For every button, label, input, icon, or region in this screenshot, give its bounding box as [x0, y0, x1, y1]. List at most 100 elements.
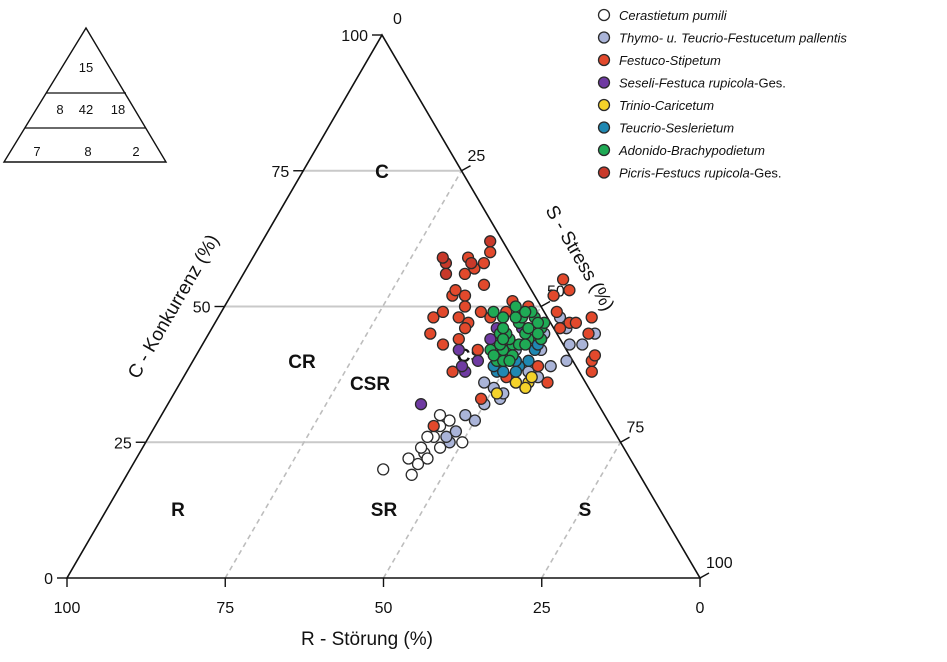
- legend-label: Cerastietum pumili: [619, 8, 728, 23]
- data-point-series-2: [588, 349, 602, 362]
- data-point-series-2: [550, 305, 563, 319]
- data-point-series-7: [439, 267, 453, 281]
- data-point-series-2: [452, 332, 465, 346]
- data-point-series-2: [474, 392, 488, 405]
- legend-label: Thymo- u. Teucrio-Festucetum pallentis: [619, 31, 847, 46]
- data-point-series-2: [427, 419, 440, 433]
- legend-label: Seseli-Festuca rupicola-Ges.: [619, 76, 786, 91]
- legend-marker: [597, 166, 611, 179]
- data-point-series-2: [484, 246, 497, 259]
- legend-label: Teucrio-Seslerietum: [619, 121, 734, 136]
- data-point-series-0: [405, 468, 418, 481]
- legend-marker: [597, 98, 611, 112]
- data-point-series-1: [576, 338, 589, 351]
- data-points: [377, 235, 602, 481]
- apex-top-label: 0: [393, 11, 402, 28]
- data-point-series-0: [421, 430, 434, 443]
- data-point-series-2: [477, 278, 491, 291]
- r-tick-label: 0: [696, 600, 705, 617]
- data-point-series-2: [427, 311, 440, 324]
- data-point-series-2: [458, 322, 472, 335]
- data-point-series-3: [414, 398, 428, 411]
- data-point-series-0: [414, 441, 428, 454]
- data-point-series-1: [563, 338, 576, 351]
- inset-value: 18: [111, 102, 125, 117]
- data-point-series-2: [541, 376, 554, 389]
- data-point-series-2: [446, 365, 459, 378]
- data-point-series-6: [503, 354, 516, 367]
- data-point-series-2: [458, 267, 472, 281]
- data-point-series-4: [490, 387, 504, 400]
- data-point-series-2: [569, 316, 583, 329]
- data-point-series-5: [509, 365, 523, 378]
- data-point-series-2: [424, 327, 437, 340]
- data-point-series-1: [544, 360, 557, 373]
- legend-marker: [597, 143, 611, 157]
- s-tick-mark: [620, 436, 630, 443]
- data-point-series-0: [411, 457, 425, 471]
- data-point-series-2: [582, 327, 595, 340]
- data-point-series-1: [459, 408, 472, 422]
- data-point-series-1: [468, 414, 482, 427]
- data-point-series-2: [458, 300, 472, 313]
- data-point-series-2: [585, 311, 598, 324]
- tick-layer: 02550751002550751001007550250: [44, 28, 733, 617]
- inset-value: 2: [132, 144, 139, 159]
- legend-marker: [597, 31, 611, 44]
- data-point-series-1: [560, 354, 573, 367]
- data-point-series-0: [402, 452, 415, 465]
- data-point-series-2: [585, 365, 598, 378]
- data-point-series-2: [452, 311, 465, 324]
- region-label-s: S: [579, 500, 592, 521]
- legend-marker: [597, 8, 611, 22]
- data-point-series-2: [458, 289, 472, 302]
- inset-value: 7: [33, 144, 40, 159]
- inset-value: 8: [84, 144, 91, 159]
- data-point-series-3: [452, 343, 465, 357]
- r-axis-title: R - Störung (%): [301, 629, 433, 650]
- data-point-series-2: [477, 256, 491, 270]
- s-tick-mark: [699, 572, 710, 579]
- data-point-series-2: [449, 284, 462, 297]
- c-tick-label: 75: [271, 164, 289, 181]
- data-point-series-4: [519, 381, 532, 395]
- data-point-series-2: [474, 305, 488, 319]
- inset-value: 42: [79, 102, 93, 117]
- data-point-series-0: [377, 463, 390, 476]
- data-point-series-2: [436, 338, 450, 351]
- region-label-r: R: [171, 500, 185, 521]
- data-point-series-3: [471, 354, 485, 367]
- data-point-series-2: [531, 360, 545, 373]
- data-point-series-2: [563, 284, 576, 297]
- data-point-series-6: [531, 327, 545, 340]
- data-point-series-3: [455, 360, 469, 373]
- data-point-series-6: [487, 305, 500, 319]
- data-point-series-4: [525, 370, 538, 384]
- data-point-series-2: [556, 273, 570, 286]
- region-label-cr: CR: [288, 352, 316, 373]
- legend-label: Adonido-Brachypodietum: [618, 143, 765, 158]
- r-tick-label: 25: [533, 600, 551, 617]
- r-tick-label: 75: [216, 600, 234, 617]
- data-point-series-2: [436, 305, 450, 319]
- region-label-csr: CSR: [350, 374, 390, 395]
- data-point-series-0: [433, 408, 447, 422]
- s-tick-label: 100: [706, 555, 733, 572]
- region-label-sr: SR: [371, 500, 398, 521]
- data-point-series-7: [436, 251, 449, 264]
- data-point-series-6: [496, 332, 510, 346]
- s-tick-mark: [540, 300, 551, 308]
- legend-marker: [597, 76, 611, 89]
- s-tick-label: 25: [468, 148, 486, 165]
- legend-marker: [597, 53, 611, 67]
- region-label-c: C: [375, 162, 389, 183]
- c-tick-label: 100: [341, 28, 368, 45]
- data-point-series-0: [456, 436, 469, 449]
- data-point-series-2: [553, 322, 567, 335]
- inset-outline: [2, 26, 168, 163]
- data-point-series-0: [443, 414, 456, 427]
- r-tick-label: 100: [54, 600, 81, 617]
- legend-label: Festuco-Stipetum: [619, 53, 721, 68]
